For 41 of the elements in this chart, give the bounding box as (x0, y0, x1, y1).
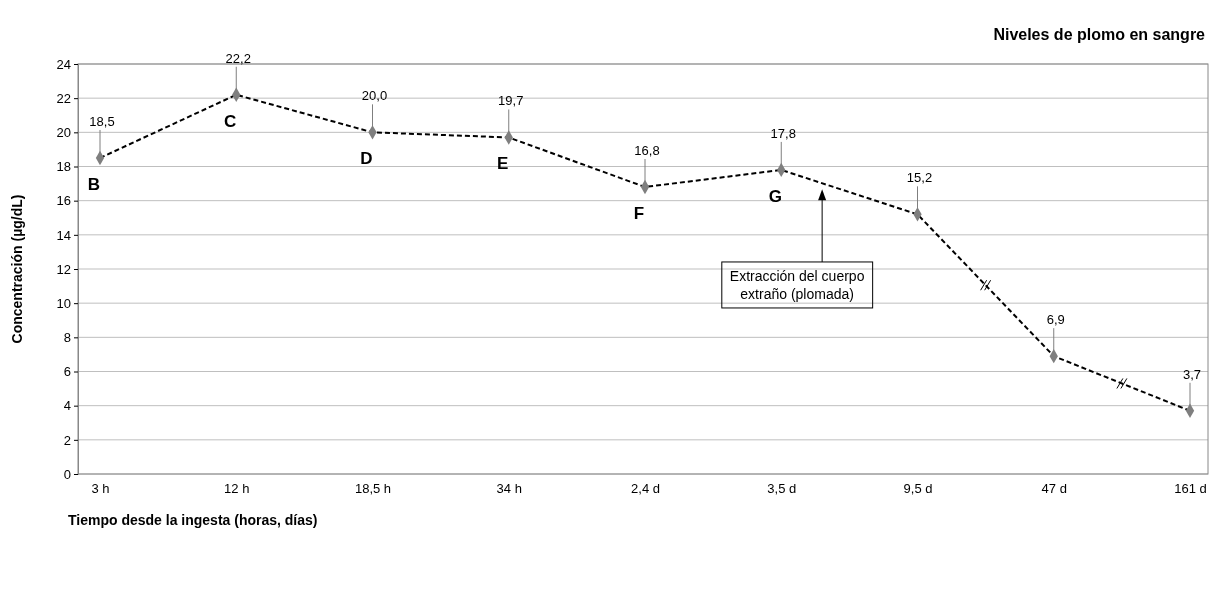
annotation: C (224, 111, 237, 131)
x-tick-label: 2,4 d (631, 481, 660, 497)
y-tick-label: 8 (63, 329, 71, 345)
y-tick-label: 24 (56, 56, 71, 72)
x-tick-label: 34 h (496, 481, 522, 497)
annotation: D (360, 149, 373, 169)
data-label: 20,0 (361, 88, 388, 104)
y-axis-title: Concentración (µg/dL) (9, 194, 25, 344)
x-tick-label: 12 h (224, 481, 250, 497)
x-tick-label: 47 d (1041, 481, 1067, 497)
data-label: 19,7 (498, 93, 524, 109)
y-tick-label: 22 (56, 90, 71, 106)
y-tick-label: 4 (63, 398, 71, 414)
y-tick-label: 18 (56, 159, 71, 175)
y-tick-label: 0 (63, 466, 71, 482)
data-label: 17,8 (770, 125, 796, 141)
x-tick-label: 18,5 h (354, 481, 392, 497)
y-tick-label: 6 (63, 364, 71, 380)
chart-title: Niveles de plomo en sangre (993, 26, 1206, 43)
data-label: 22,2 (225, 50, 251, 66)
annotation: B (87, 174, 101, 194)
y-tick-label: 14 (56, 227, 71, 243)
annotation: E (497, 154, 509, 174)
annotation: F (633, 204, 645, 223)
x-tick-label: 3 h (91, 481, 110, 497)
data-label: 16,8 (634, 143, 660, 158)
y-tick-label: 10 (56, 295, 71, 311)
y-tick-label: 20 (56, 124, 71, 140)
x-tick-label: 9,5 d (903, 481, 933, 497)
data-label: 3,7 (1182, 366, 1202, 382)
annotation: G (768, 186, 782, 206)
y-tick-label: 2 (63, 432, 71, 448)
x-tick-label: 161 d (1174, 481, 1207, 497)
data-label: 6,9 (1046, 312, 1065, 328)
x-tick-label: 3,5 d (767, 481, 797, 497)
y-tick-label: 12 (56, 261, 71, 277)
data-label: 18,5 (89, 113, 115, 129)
data-label: 15,2 (906, 170, 933, 186)
y-tick-label: 16 (56, 193, 71, 209)
x-axis-title: Tiempo desde la ingesta (horas, días) (68, 512, 318, 528)
annotation: Extracción del cuerpo extraño (plomada) (729, 267, 865, 302)
